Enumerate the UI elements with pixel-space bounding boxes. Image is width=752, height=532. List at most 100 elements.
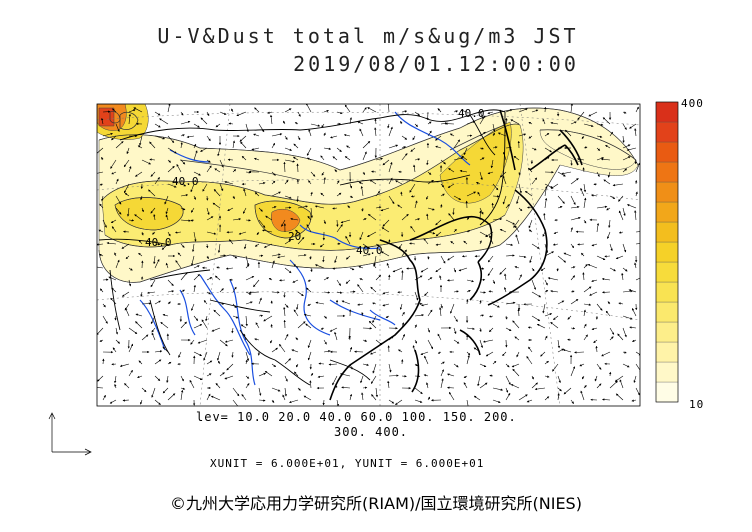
wind-vector xyxy=(367,213,377,221)
wind-vector xyxy=(102,303,106,308)
colorbar-segment xyxy=(655,221,679,243)
wind-vector xyxy=(180,243,185,248)
wind-vector xyxy=(232,169,237,173)
wind-vector xyxy=(310,372,314,377)
wind-vector xyxy=(372,363,377,374)
wind-vector xyxy=(228,239,234,245)
wind-vector xyxy=(213,189,221,197)
wind-vector xyxy=(362,386,368,389)
colorbar-min-label: 10 xyxy=(689,398,705,411)
wind-vector xyxy=(284,267,292,274)
wind-vector xyxy=(427,231,436,235)
wind-vector xyxy=(112,347,117,353)
wind-vector xyxy=(161,243,169,250)
wind-vector xyxy=(367,107,377,113)
wind-vector xyxy=(128,343,134,353)
wind-vector xyxy=(239,135,247,142)
wind-vector xyxy=(440,255,446,264)
wind-vector xyxy=(382,291,390,295)
wind-vector xyxy=(164,195,169,205)
wind-vector xyxy=(513,155,520,161)
wind-vector xyxy=(553,231,559,234)
wind-vector xyxy=(414,387,423,395)
wind-vector xyxy=(115,195,122,205)
wind-vector xyxy=(227,207,234,211)
wind-vector xyxy=(505,363,510,368)
wind-vector xyxy=(279,343,286,353)
wind-vector xyxy=(591,194,598,197)
wind-vector xyxy=(219,111,227,115)
wind-vector xyxy=(309,255,312,260)
wind-vector xyxy=(602,117,611,125)
wind-vector xyxy=(180,321,187,329)
wind-vector xyxy=(271,291,280,294)
wind-vector xyxy=(336,111,343,115)
wind-vector xyxy=(517,308,520,317)
wind-vector xyxy=(206,291,211,295)
wind-vector xyxy=(108,276,117,281)
wind-vector xyxy=(115,207,122,215)
wind-vector xyxy=(410,147,416,152)
wind-vector xyxy=(626,204,637,209)
wind-vector xyxy=(206,159,211,163)
borders xyxy=(98,109,506,386)
wind-vector xyxy=(531,375,534,380)
wind-vector xyxy=(167,393,176,401)
wind-vector xyxy=(336,291,343,294)
wind-vector xyxy=(440,369,444,377)
wind-vector xyxy=(359,278,364,281)
wind-vector xyxy=(421,303,429,307)
wind-vector xyxy=(315,301,325,305)
wind-vector xyxy=(97,243,104,246)
wind-vector xyxy=(435,135,442,141)
wind-vector xyxy=(388,195,395,205)
wind-vector xyxy=(243,188,247,197)
wind-vector xyxy=(243,207,247,214)
wind-vector xyxy=(570,399,574,404)
wind-vector xyxy=(629,326,637,329)
wind-vector xyxy=(412,345,416,353)
wind-vector xyxy=(271,191,281,197)
wind-vector xyxy=(412,135,416,141)
wind-vector xyxy=(479,147,484,150)
wind-vector xyxy=(563,252,572,257)
wind-vector xyxy=(322,255,325,263)
wind-vector xyxy=(604,255,611,258)
wind-vector xyxy=(115,327,119,335)
wind-vector xyxy=(634,210,637,221)
wind-vector xyxy=(440,303,443,309)
wind-vector xyxy=(360,185,364,197)
wind-vector xyxy=(114,252,117,257)
wind-vector xyxy=(152,231,156,235)
wind-vector xyxy=(284,108,292,113)
wind-vector xyxy=(310,207,314,219)
wind-vector xyxy=(219,159,224,168)
wind-vector xyxy=(154,123,161,128)
wind-vector xyxy=(425,382,429,389)
wind-vector xyxy=(583,303,592,306)
wind-vector xyxy=(154,375,161,382)
wind-vector xyxy=(531,177,538,185)
wind-vector xyxy=(305,323,312,329)
wind-vector xyxy=(140,291,143,297)
wind-vector xyxy=(243,333,247,341)
wind-vector xyxy=(167,147,177,154)
wind-vector xyxy=(463,375,468,379)
wind-vector xyxy=(583,197,587,209)
wind-vector xyxy=(297,135,301,141)
colorbar-segment xyxy=(655,241,679,263)
wind-vector xyxy=(180,193,189,197)
wind-vector xyxy=(453,157,464,161)
wind-vector xyxy=(622,207,626,217)
wind-vector xyxy=(284,195,292,199)
wind-vector xyxy=(110,219,117,223)
wind-vector xyxy=(135,321,143,329)
wind-vector xyxy=(320,327,325,330)
wind-vector xyxy=(334,331,338,341)
wind-vector xyxy=(248,291,260,294)
wind-vector xyxy=(111,287,117,293)
wind-vector xyxy=(309,380,312,389)
wind-vector xyxy=(154,300,161,305)
wind-vector xyxy=(632,307,637,317)
wind-vector xyxy=(602,398,611,401)
